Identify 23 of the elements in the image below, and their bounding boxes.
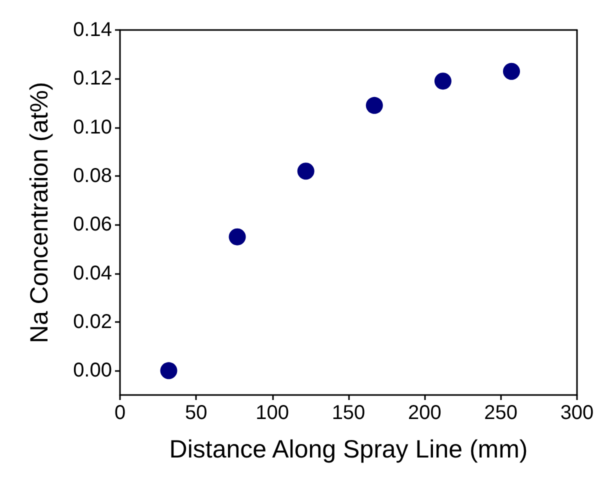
x-tick-label: 100 — [256, 402, 290, 424]
y-tick-label: 0.14 — [73, 19, 112, 41]
y-tick-label: 0.04 — [73, 262, 112, 284]
y-tick-label: 0.06 — [73, 214, 112, 236]
y-tick-label: 0.00 — [73, 360, 112, 382]
x-axis-title: Distance Along Spray Line (mm) — [169, 436, 528, 464]
point — [366, 96, 383, 114]
y-tick-label: 0.10 — [73, 116, 112, 138]
x-tick-label: 150 — [332, 402, 366, 424]
y-tick-label: 0.02 — [73, 311, 112, 333]
x-tick-label: 250 — [484, 402, 518, 424]
point — [297, 162, 314, 180]
y-axis-title: Na Concentration (at%) — [26, 82, 54, 344]
x-tick-label: 200 — [408, 402, 442, 424]
y-tick-label: 0.12 — [73, 68, 112, 90]
point — [434, 72, 452, 90]
x-tick-label: 50 — [185, 402, 208, 424]
point — [228, 228, 246, 246]
x-tick-label: 0 — [114, 402, 126, 424]
y-tick-label: 0.08 — [73, 165, 112, 187]
point — [160, 362, 178, 380]
point — [503, 62, 520, 80]
x-tick-label: 300 — [560, 402, 594, 424]
